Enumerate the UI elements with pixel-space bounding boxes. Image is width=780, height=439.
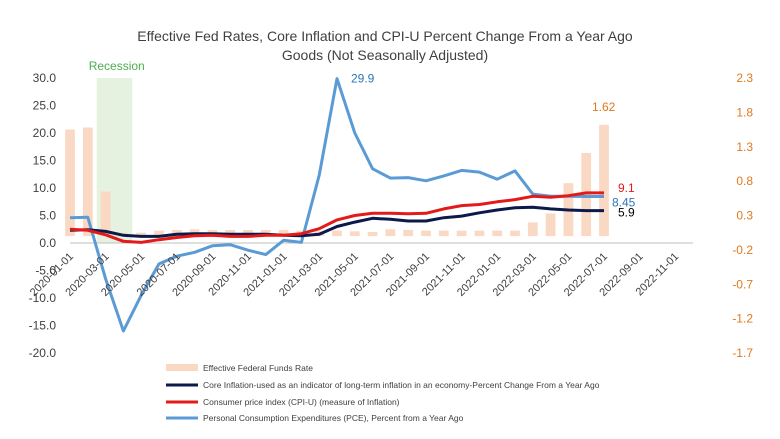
fed-funds-bar <box>154 230 164 237</box>
annotations: 29.9 1.62 9.18.455.9 <box>351 72 636 220</box>
fed-funds-bar <box>278 229 289 237</box>
pce-end-label: 8.45 <box>612 196 636 210</box>
y-right-tick-label: -1.7 <box>732 346 753 360</box>
fed-funds-bar <box>349 231 360 237</box>
y-left-tick-label: 20.0 <box>33 126 57 140</box>
fed-funds-bar <box>332 230 342 237</box>
legend-entry-label: Personal Consumption Expenditures (PCE),… <box>203 413 464 423</box>
pce-line <box>69 77 604 333</box>
y-left-tick-label: 5.0 <box>39 209 56 223</box>
fed-funds-bar <box>474 230 485 237</box>
y-left-tick-label: -10.0 <box>29 291 57 305</box>
y-axis-right: -1.7 -1.2 -0.7 -0.2 0.3 0.8 1.3 1.8 2.3 <box>732 71 753 360</box>
y-right-tick-label: 1.3 <box>736 140 753 154</box>
fed-funds-bar <box>510 230 520 237</box>
core-end-label: 5.9 <box>618 206 635 220</box>
y-right-tick-label: -0.7 <box>732 277 753 291</box>
y-left-tick-label: 30.0 <box>33 71 57 85</box>
fed-funds-bar <box>367 232 378 237</box>
cpi-end-label: 9.1 <box>618 181 635 195</box>
legend-entry-label: Consumer price index (CPI-U) (measure of… <box>203 397 400 407</box>
fed-funds-bar <box>581 152 592 237</box>
line-series <box>69 77 604 333</box>
y-left-tick-label: -5.0 <box>35 264 56 278</box>
fed-funds-bar <box>65 129 75 237</box>
recession-band: Recession <box>89 59 145 243</box>
y-left-tick-label: 0.0 <box>39 236 56 250</box>
fed-funds-end-label: 1.62 <box>592 100 616 114</box>
fed-funds-bar <box>100 191 111 237</box>
y-right-tick-label: 2.3 <box>736 71 753 85</box>
y-right-tick-label: 0.3 <box>736 209 753 223</box>
pce-peak-label: 29.9 <box>351 72 375 86</box>
fed-funds-bar <box>545 213 556 237</box>
legend-entry-label: Effective Federal Funds Rate <box>203 363 313 373</box>
legend-entry-label: Core Inflation-used as an indicator of l… <box>203 380 600 390</box>
fed-funds-bar <box>527 222 538 237</box>
y-right-tick-label: -0.2 <box>732 243 753 257</box>
recession-label: Recession <box>89 59 145 73</box>
fed-funds-bar <box>456 230 467 237</box>
legend: Effective Federal Funds Rate Core Inflati… <box>166 363 600 423</box>
chart-title-line1: Effective Fed Rates, Core Inflation and … <box>137 28 633 44</box>
fed-funds-bar <box>599 124 609 237</box>
cpi-line <box>69 191 604 244</box>
fed-funds-bar <box>385 229 396 237</box>
fed-funds-bar <box>421 230 431 237</box>
y-axis-left: -20.0 -15.0 -10.0 -5.0 0.0 5.0 10.0 15.0 20.0 25.… <box>29 71 57 360</box>
fed-funds-bar <box>438 230 449 237</box>
y-left-tick-label: 15.0 <box>33 154 57 168</box>
fed-funds-bar <box>82 127 93 237</box>
x-axis: 2020-01-012020-03-012020-05-012020-07-01… <box>28 251 681 299</box>
y-left-tick-label: -20.0 <box>29 346 57 360</box>
y-right-tick-label: 0.8 <box>736 174 753 188</box>
y-left-tick-label: 10.0 <box>33 181 57 195</box>
legend-swatch-bar <box>166 364 198 371</box>
fed-funds-bar <box>403 229 414 237</box>
chart-title-line2: Goods (Not Seasonally Adjusted) <box>282 47 488 63</box>
y-left-tick-label: 25.0 <box>33 99 57 113</box>
fed-funds-bar <box>136 232 147 237</box>
core-inflation-line <box>69 205 604 238</box>
y-right-tick-label: 1.8 <box>736 105 753 119</box>
fed-funds-bar <box>492 230 503 237</box>
y-left-tick-label: -15.0 <box>29 319 57 333</box>
y-right-tick-label: -1.2 <box>732 312 753 326</box>
